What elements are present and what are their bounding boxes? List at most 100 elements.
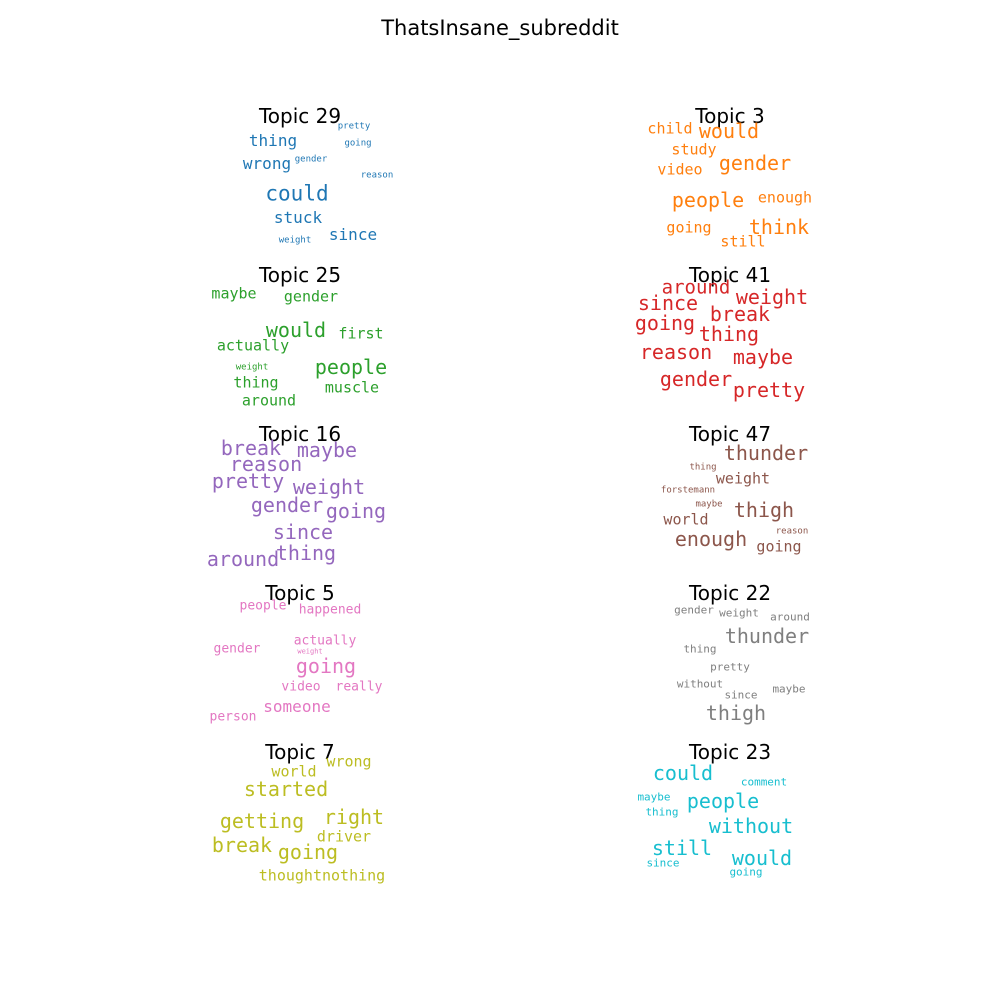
topic-panel: Topic 25 maybe gender would first actually peo… — [200, 263, 400, 427]
cloud-word: first — [338, 324, 384, 343]
cloud-word: reason — [360, 170, 394, 181]
cloud-word: going — [729, 865, 763, 879]
cloud-word: thing — [248, 131, 298, 150]
cloud-word: since — [724, 688, 758, 702]
cloud-word: reason — [639, 340, 713, 364]
cloud-word: wrong — [326, 752, 372, 771]
cloud-word: person — [209, 709, 257, 725]
cloud-word: reason — [775, 526, 809, 537]
cloud-word: thing — [233, 373, 279, 392]
cloud-word: thing — [683, 642, 717, 656]
cloud-word: maybe — [695, 499, 723, 510]
cloud-word: getting — [219, 809, 305, 833]
topic-panel: Topic 7 wrong world started right getting driv… — [200, 740, 400, 904]
cloud-word: pretty — [211, 469, 285, 493]
cloud-word: pretty — [337, 121, 371, 132]
cloud-word: could — [265, 181, 329, 206]
topic-panel: Topic 41 around weight since break going thing… — [630, 263, 830, 427]
topic-title: Topic 25 — [258, 263, 342, 287]
cloud-word: enough — [757, 188, 813, 207]
cloud-word: would — [698, 119, 760, 143]
cloud-word: actually — [216, 336, 290, 355]
cloud-word: study — [671, 140, 717, 159]
cloud-word: people — [671, 188, 745, 212]
cloud-word: gender — [250, 493, 324, 517]
cloud-word: going — [344, 138, 372, 149]
cloud-word: started — [243, 777, 329, 801]
cloud-word: since — [646, 856, 680, 870]
cloud-word: maybe — [637, 790, 671, 804]
topic-title: Topic 29 — [258, 104, 342, 128]
cloud-word: weight — [278, 235, 312, 246]
cloud-word: break — [220, 436, 282, 460]
cloud-word: enough — [674, 527, 748, 551]
topic-panel: Topic 29 could thing wrong stuck since pretty g… — [200, 104, 400, 268]
cloud-word: around — [661, 276, 731, 299]
cloud-word: break — [211, 833, 273, 857]
cloud-word: weight — [297, 647, 323, 656]
cloud-word: forstemann — [660, 485, 716, 496]
cloud-word: world — [663, 510, 709, 529]
cloud-word: going — [277, 840, 339, 864]
topic-title: Topic 22 — [688, 581, 772, 605]
cloud-word: thunder — [724, 624, 810, 648]
figure-title: ThatsInsane_subreddit — [381, 16, 619, 40]
cloud-word: gender — [213, 641, 261, 657]
cloud-word: since — [637, 291, 699, 315]
cloud-word: going — [666, 218, 712, 237]
cloud-word: driver — [316, 827, 372, 846]
cloud-word: child — [647, 119, 693, 138]
cloud-word: going — [295, 654, 357, 678]
cloud-word: maybe — [296, 438, 358, 462]
cloud-word: video — [657, 160, 703, 179]
cloud-word: pretty — [732, 378, 806, 402]
topic-title: Topic 16 — [258, 422, 342, 446]
cloud-word: thing — [698, 322, 760, 346]
cloud-word: people — [239, 598, 287, 614]
cloud-word: maybe — [732, 345, 794, 369]
topic-panel: Topic 3 child would study gender video people e… — [630, 104, 830, 268]
cloud-word: still — [720, 232, 766, 251]
topic-title: Topic 41 — [688, 263, 772, 287]
cloud-word: actually — [293, 633, 357, 649]
cloud-word: video — [281, 679, 321, 695]
cloud-word: pretty — [710, 660, 750, 674]
cloud-word: world — [271, 762, 317, 781]
cloud-word: around — [241, 391, 297, 410]
topic-title: Topic 23 — [688, 740, 772, 764]
topic-panel: Topic 5 people happened actually gender weigh… — [200, 581, 400, 745]
cloud-word: people — [686, 789, 760, 813]
cloud-word: since — [272, 520, 334, 544]
cloud-word: reason — [229, 452, 303, 476]
cloud-word: since — [328, 225, 378, 244]
topic-title: Topic 47 — [688, 422, 772, 446]
cloud-word: happened — [298, 602, 362, 618]
topic-title: Topic 5 — [265, 581, 335, 605]
cloud-word: people — [314, 355, 388, 379]
cloud-word: thing — [645, 805, 679, 819]
cloud-word: thoughtnothing — [258, 866, 386, 885]
cloud-word: would — [265, 318, 327, 342]
topic-panel: Topic 23 could comment maybe people thing with… — [630, 740, 830, 904]
cloud-word: muscle — [324, 378, 380, 397]
cloud-word: gender — [718, 151, 792, 175]
cloud-word: would — [731, 846, 793, 870]
cloud-word: weight — [719, 606, 759, 620]
cloud-word: weight — [735, 285, 809, 309]
cloud-word: really — [335, 679, 383, 695]
cloud-word: gender — [674, 603, 714, 617]
cloud-word: thing — [689, 462, 717, 473]
cloud-word: gender — [294, 154, 328, 165]
cloud-word: thing — [275, 541, 337, 565]
cloud-word: around — [770, 610, 810, 624]
cloud-word: gender — [283, 287, 339, 306]
topic-title: Topic 7 — [265, 740, 335, 764]
cloud-word: stuck — [273, 208, 323, 227]
cloud-word: thunder — [723, 441, 809, 465]
cloud-word: thigh — [733, 498, 795, 522]
cloud-word: think — [748, 215, 810, 239]
cloud-word: without — [676, 677, 724, 691]
cloud-word: gender — [659, 367, 733, 391]
cloud-word: break — [709, 302, 771, 326]
